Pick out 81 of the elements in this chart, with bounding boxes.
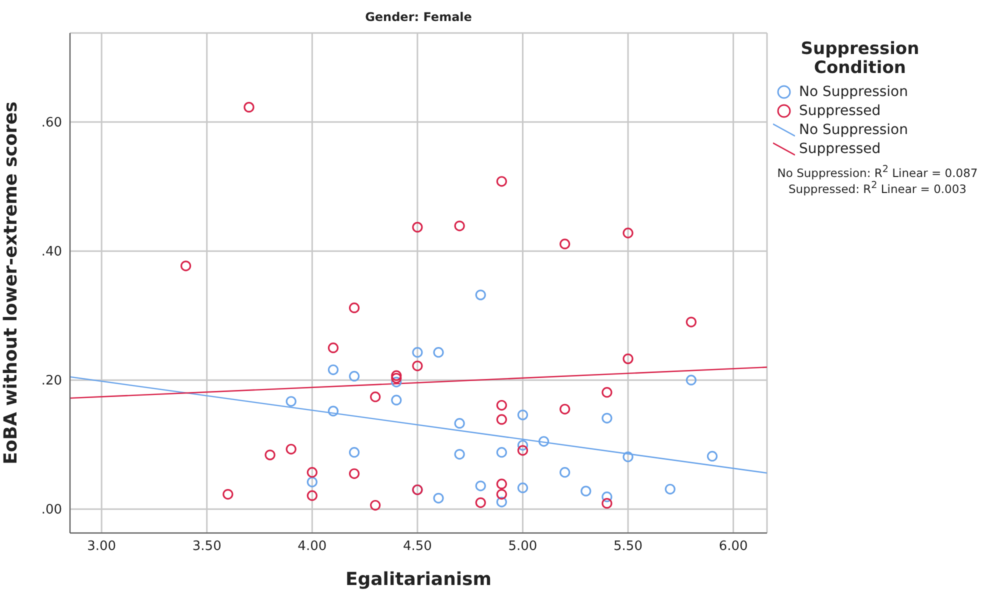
point <box>222 488 234 500</box>
point <box>412 222 423 232</box>
point <box>475 497 486 508</box>
point <box>622 354 634 364</box>
point <box>391 376 402 388</box>
point <box>686 316 697 328</box>
y-axis-title: EoBA without lower-extreme scores <box>0 102 22 464</box>
point <box>496 414 507 425</box>
y-tick-label: .40 <box>41 244 62 260</box>
point <box>264 450 276 460</box>
point <box>391 370 402 381</box>
point <box>391 394 402 406</box>
point <box>180 260 192 272</box>
point <box>664 484 676 494</box>
point <box>496 447 507 458</box>
point <box>602 412 612 424</box>
x-axis-title: Egalitarianism <box>345 569 492 590</box>
x-tick-label: 3.00 <box>87 539 116 554</box>
point <box>496 176 507 187</box>
y-tick-label: .60 <box>41 116 62 131</box>
point <box>370 392 381 402</box>
point <box>560 238 570 250</box>
point <box>517 410 528 420</box>
point <box>517 482 528 494</box>
point <box>686 374 697 386</box>
point <box>496 488 507 500</box>
y-tick-label: .20 <box>41 374 62 389</box>
point <box>348 370 360 382</box>
text: No Suppression: R$^{2}$ Linear = 0.087 <box>776 164 979 180</box>
point <box>286 396 296 407</box>
x-tick-label: 4.00 <box>298 539 327 554</box>
x-tick-label: 6.00 <box>718 539 748 554</box>
point <box>538 436 550 447</box>
point <box>602 492 612 502</box>
point <box>496 478 507 490</box>
x-tick-label: 5.00 <box>508 539 538 554</box>
point <box>706 450 718 462</box>
legend-label: No Suppression <box>799 84 908 100</box>
point <box>517 440 528 451</box>
text: Suppressed: R$^{2}$ Linear = 0.003 <box>788 180 968 196</box>
chart-title: Gender: Female <box>364 10 473 24</box>
x-tick-label: 5.50 <box>614 539 642 554</box>
point <box>370 500 381 511</box>
point <box>454 418 465 429</box>
point <box>454 448 465 460</box>
point <box>433 347 444 358</box>
point <box>560 404 570 414</box>
legend-label: Suppressed <box>799 140 881 156</box>
point <box>517 445 528 456</box>
point <box>412 347 423 358</box>
point <box>560 467 570 478</box>
point <box>454 220 465 232</box>
point <box>602 498 612 509</box>
point <box>348 302 360 314</box>
legend-title: Suppression Condition <box>800 39 920 78</box>
point <box>328 406 339 416</box>
point <box>496 496 507 508</box>
point <box>475 290 486 300</box>
point <box>580 486 592 496</box>
point <box>622 452 634 462</box>
point <box>348 468 360 479</box>
point <box>496 400 507 411</box>
legend-label: No Suppression <box>799 122 908 138</box>
point <box>412 360 423 372</box>
point <box>622 228 634 238</box>
point <box>391 372 402 384</box>
point <box>306 467 318 478</box>
point <box>475 480 486 492</box>
point <box>306 490 318 501</box>
x-tick-label: 4.50 <box>402 539 432 554</box>
point <box>328 364 339 376</box>
point <box>602 387 612 398</box>
point <box>433 492 444 504</box>
legend-label: Suppressed <box>799 102 881 118</box>
point <box>306 476 318 488</box>
point <box>244 102 254 112</box>
point <box>328 342 339 354</box>
point <box>348 447 360 458</box>
point <box>286 444 296 454</box>
y-tick-label: .00 <box>41 502 62 518</box>
x-tick-label: 3.50 <box>192 539 222 554</box>
